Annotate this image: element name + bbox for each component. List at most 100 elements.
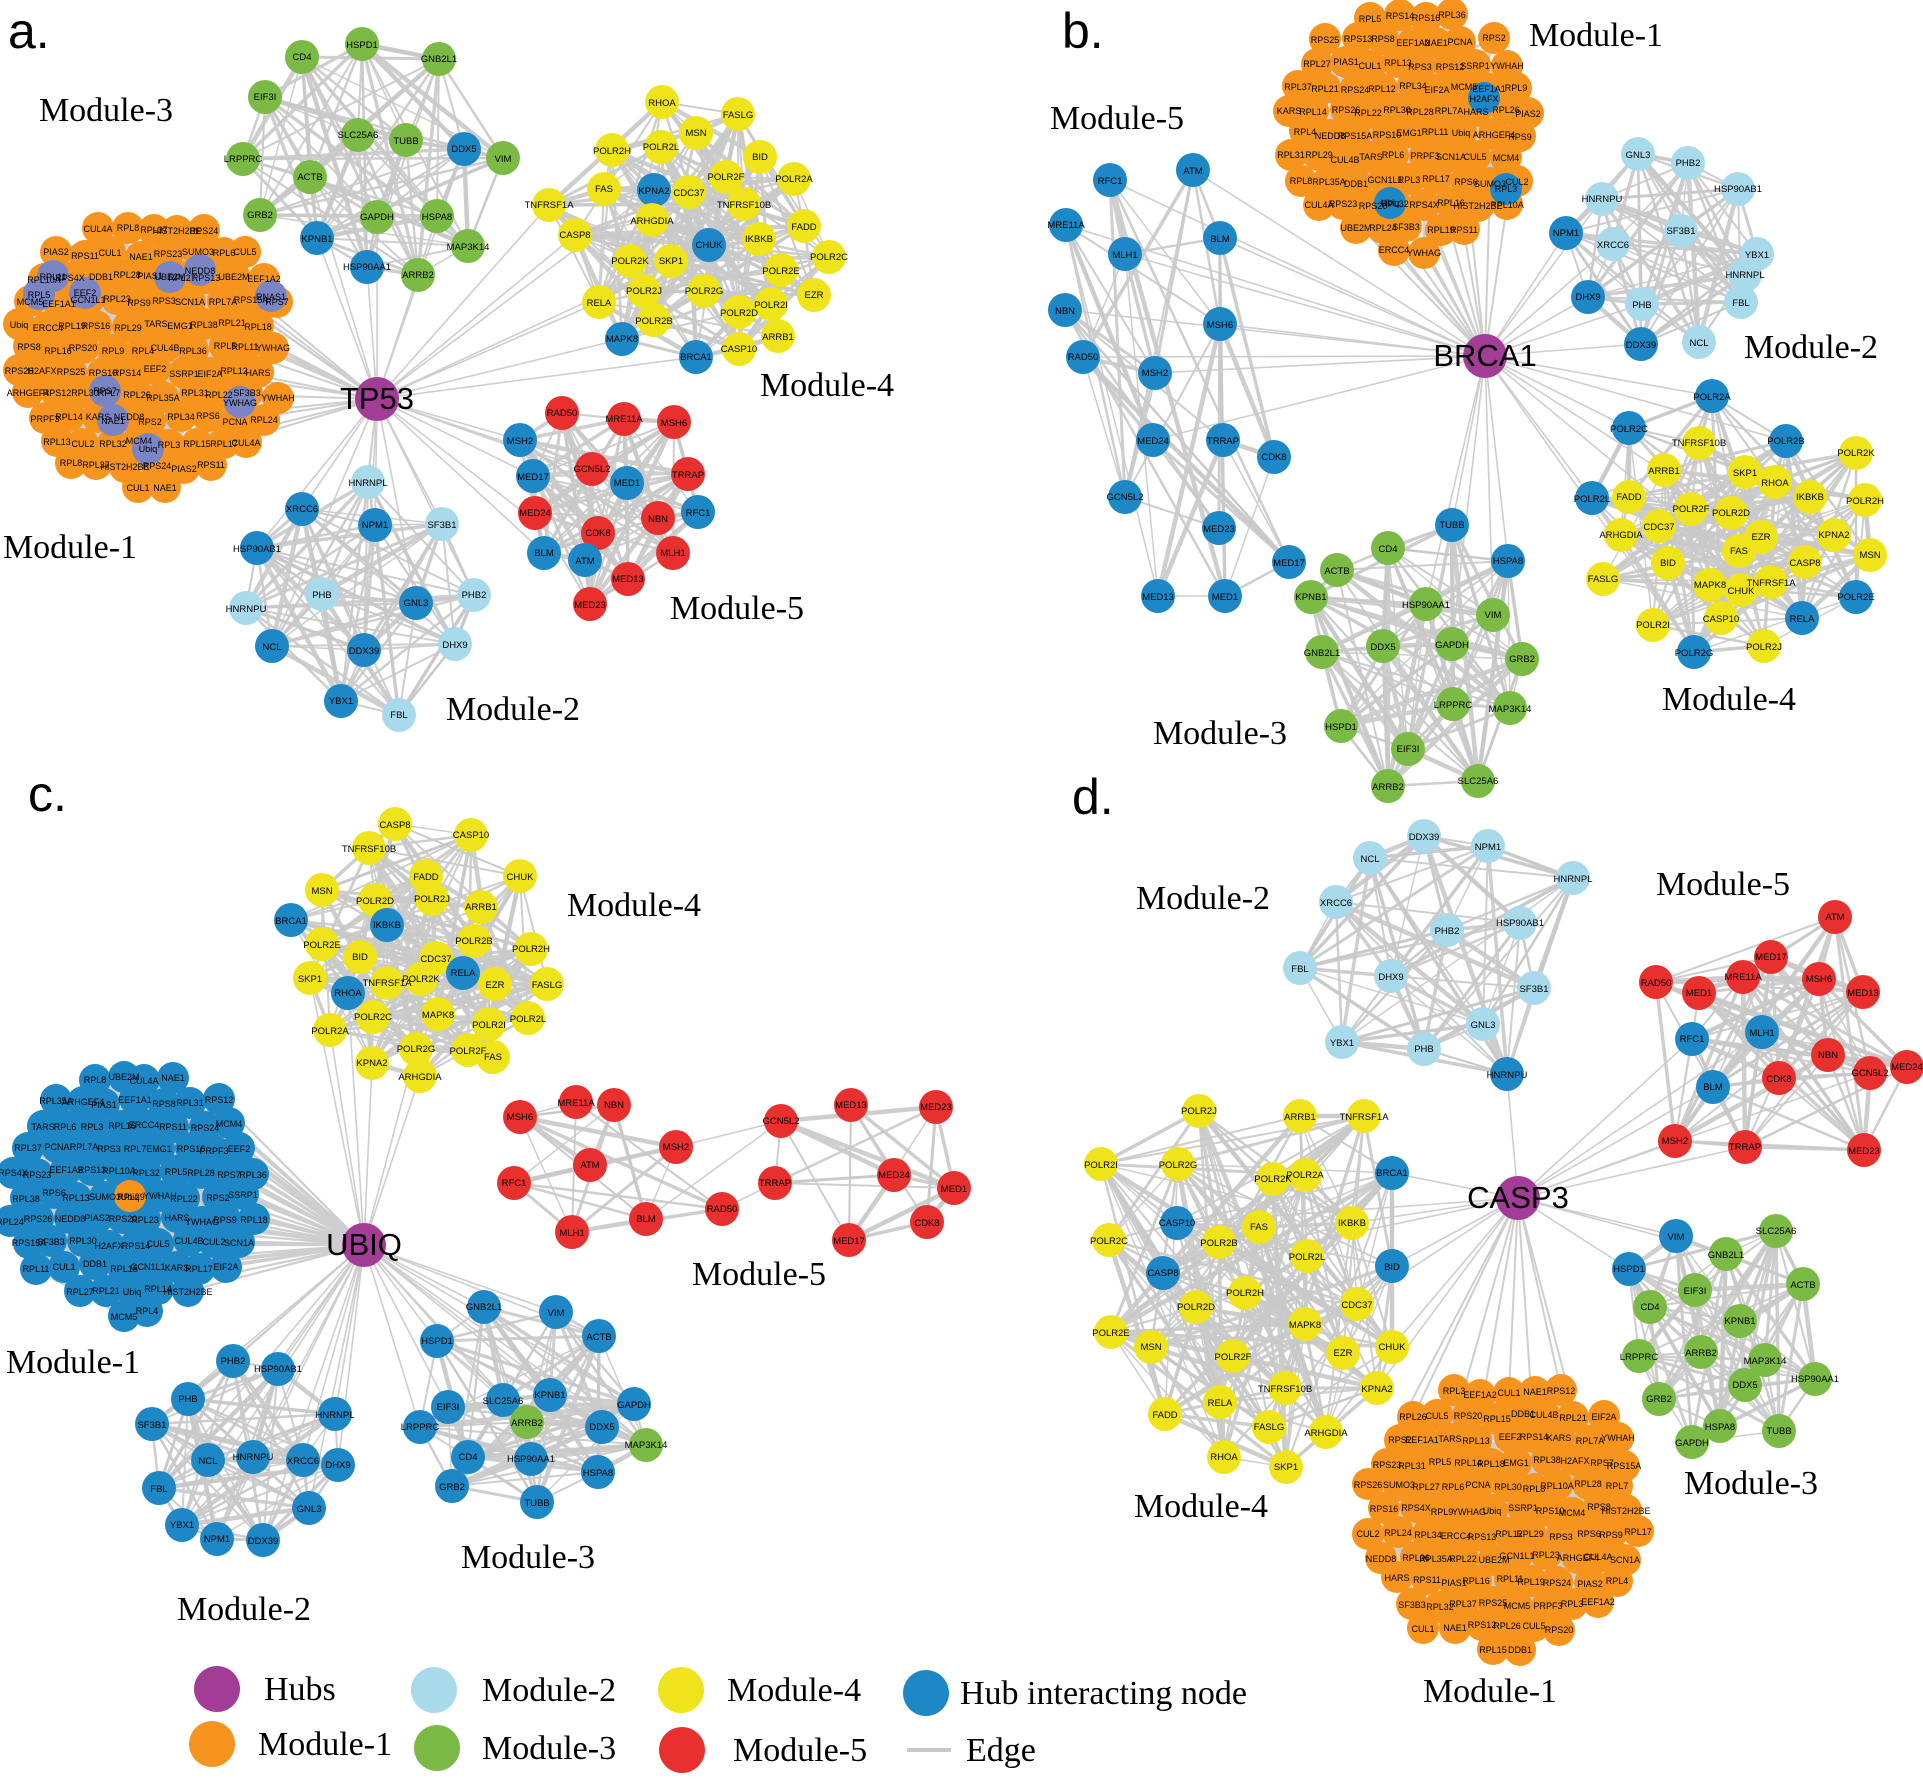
svg-text:RPS6: RPS6	[1577, 1529, 1601, 1539]
svg-text:ARHGDIA: ARHGDIA	[1599, 530, 1643, 541]
svg-text:MLH1: MLH1	[1749, 1028, 1774, 1039]
svg-text:EEF1A2: EEF1A2	[49, 1165, 83, 1175]
svg-text:RAD50: RAD50	[707, 1204, 738, 1215]
svg-text:MED13: MED13	[612, 574, 644, 585]
svg-text:RPS25: RPS25	[57, 367, 86, 377]
svg-text:BID: BID	[352, 952, 368, 963]
svg-text:FADD: FADD	[413, 872, 438, 883]
svg-text:RNAS1: RNAS1	[256, 292, 286, 302]
svg-text:GCN1L1: GCN1L1	[70, 295, 105, 305]
svg-text:RPL16: RPL16	[108, 1121, 136, 1131]
svg-text:CUL4A: CUL4A	[129, 1076, 158, 1086]
svg-text:ARRB1: ARRB1	[465, 902, 497, 913]
svg-text:NEDD8: NEDD8	[1366, 1554, 1397, 1564]
svg-text:YWHAG: YWHAG	[256, 343, 290, 353]
svg-text:RPL3: RPL3	[1398, 175, 1421, 185]
svg-text:CD4: CD4	[1640, 1302, 1659, 1313]
svg-text:PIAS2: PIAS2	[171, 464, 197, 474]
svg-text:RELA: RELA	[1790, 614, 1815, 625]
svg-text:DHX9: DHX9	[1575, 292, 1600, 303]
svg-text:XRCC6: XRCC6	[1597, 240, 1629, 251]
svg-text:SLC25A6: SLC25A6	[1458, 776, 1499, 787]
svg-text:RPL24: RPL24	[250, 415, 278, 425]
svg-text:LRPPRC: LRPPRC	[224, 154, 263, 165]
svg-text:RPL15: RPL15	[183, 439, 211, 449]
svg-text:KPNB1: KPNB1	[534, 1390, 565, 1401]
svg-text:RPL21: RPL21	[218, 318, 246, 328]
svg-text:EMG1: EMG1	[146, 1144, 172, 1154]
svg-text:RPL11: RPL11	[232, 342, 259, 352]
svg-text:MED1: MED1	[1212, 592, 1238, 603]
svg-text:SCN1A: SCN1A	[224, 1238, 254, 1248]
svg-text:XRCC6: XRCC6	[286, 504, 318, 515]
svg-text:POLR2J: POLR2J	[414, 894, 450, 905]
svg-text:YWHAH: YWHAH	[261, 393, 295, 403]
svg-text:RPL18: RPL18	[240, 1215, 268, 1225]
svg-text:FASLG: FASLG	[1254, 1422, 1285, 1433]
svg-text:MSH2: MSH2	[1142, 368, 1168, 379]
svg-text:MED23: MED23	[1203, 524, 1235, 535]
svg-text:HNRNPU: HNRNPU	[1487, 1070, 1528, 1081]
svg-text:IKBKB: IKBKB	[373, 920, 401, 931]
svg-text:SKP1: SKP1	[1274, 1462, 1298, 1473]
svg-text:DDX5: DDX5	[1732, 1380, 1757, 1391]
svg-text:POLR2J: POLR2J	[626, 286, 662, 297]
svg-text:CDC37: CDC37	[1643, 522, 1674, 533]
svg-text:PIAS2: PIAS2	[84, 1213, 110, 1223]
svg-text:CD4: CD4	[292, 52, 311, 63]
svg-text:RPS20: RPS20	[69, 343, 98, 353]
svg-text:CUL1: CUL1	[1497, 1388, 1520, 1398]
svg-text:HSPD1: HSPD1	[421, 1336, 453, 1347]
svg-text:MSH2: MSH2	[663, 1142, 689, 1153]
svg-text:HSPD1: HSPD1	[346, 40, 378, 51]
svg-text:NPM1: NPM1	[362, 520, 388, 531]
svg-text:POLR2H: POLR2H	[593, 146, 631, 157]
svg-text:HARS: HARS	[245, 368, 270, 378]
svg-text:RPL22: RPL22	[205, 390, 233, 400]
svg-text:NAE1: NAE1	[161, 1073, 185, 1083]
svg-text:SCN1A: SCN1A	[175, 297, 205, 307]
svg-text:RPS4X: RPS4X	[0, 1168, 28, 1178]
svg-text:RPS10: RPS10	[1373, 130, 1402, 140]
svg-text:MED13: MED13	[1847, 988, 1879, 999]
svg-text:NPM1: NPM1	[1553, 228, 1579, 239]
svg-text:RPL3: RPL3	[1561, 1599, 1584, 1609]
svg-text:RHOA: RHOA	[1761, 478, 1789, 489]
svg-text:LRPPRC: LRPPRC	[401, 1422, 440, 1433]
svg-text:RPL28: RPL28	[1574, 1479, 1602, 1489]
svg-text:a.: a.	[8, 3, 50, 59]
svg-text:RPL34: RPL34	[1414, 1530, 1442, 1540]
svg-text:EMG1: EMG1	[167, 321, 193, 331]
svg-text:POLR2D: POLR2D	[720, 308, 758, 319]
svg-text:RPL10A: RPL10A	[102, 1166, 136, 1176]
svg-text:RPS23: RPS23	[154, 249, 183, 259]
svg-text:RPL24: RPL24	[1369, 223, 1397, 233]
svg-text:PHB: PHB	[1632, 300, 1652, 311]
svg-text:HIST2H2BE: HIST2H2BE	[1601, 1506, 1650, 1516]
svg-text:DDX5: DDX5	[451, 144, 476, 155]
svg-text:RHOA: RHOA	[648, 98, 676, 109]
svg-text:LRPPRC: LRPPRC	[1434, 700, 1473, 711]
svg-text:HNRNPU: HNRNPU	[233, 1452, 274, 1463]
svg-text:RPL7A: RPL7A	[70, 1142, 99, 1152]
svg-text:MAP3K14: MAP3K14	[625, 1440, 668, 1451]
svg-text:EEF1A1: EEF1A1	[1405, 1435, 1439, 1445]
svg-text:CASP10: CASP10	[1159, 1218, 1195, 1229]
svg-text:VIM: VIM	[1485, 610, 1502, 621]
svg-text:RPL3: RPL3	[81, 1122, 104, 1132]
svg-text:RPS11: RPS11	[1413, 1575, 1441, 1585]
svg-text:CHUK: CHUK	[507, 872, 535, 883]
svg-text:DDX5: DDX5	[589, 1422, 614, 1433]
svg-text:PRPF3: PRPF3	[1410, 151, 1439, 161]
svg-text:YBX1: YBX1	[1330, 1038, 1354, 1049]
svg-text:CUL1: CUL1	[1358, 61, 1381, 71]
svg-text:Module-5: Module-5	[733, 1732, 867, 1769]
svg-text:RPS8: RPS8	[17, 342, 41, 352]
svg-text:RPS3: RPS3	[97, 1144, 121, 1154]
svg-text:GNB2L1: GNB2L1	[1708, 1250, 1744, 1261]
svg-text:RPL22: RPL22	[1354, 108, 1382, 118]
svg-text:RFC1: RFC1	[686, 508, 711, 519]
svg-text:SLC25A6: SLC25A6	[483, 1396, 524, 1407]
svg-text:CHUK: CHUK	[1379, 1342, 1407, 1353]
svg-text:RPL29: RPL29	[1305, 150, 1333, 160]
